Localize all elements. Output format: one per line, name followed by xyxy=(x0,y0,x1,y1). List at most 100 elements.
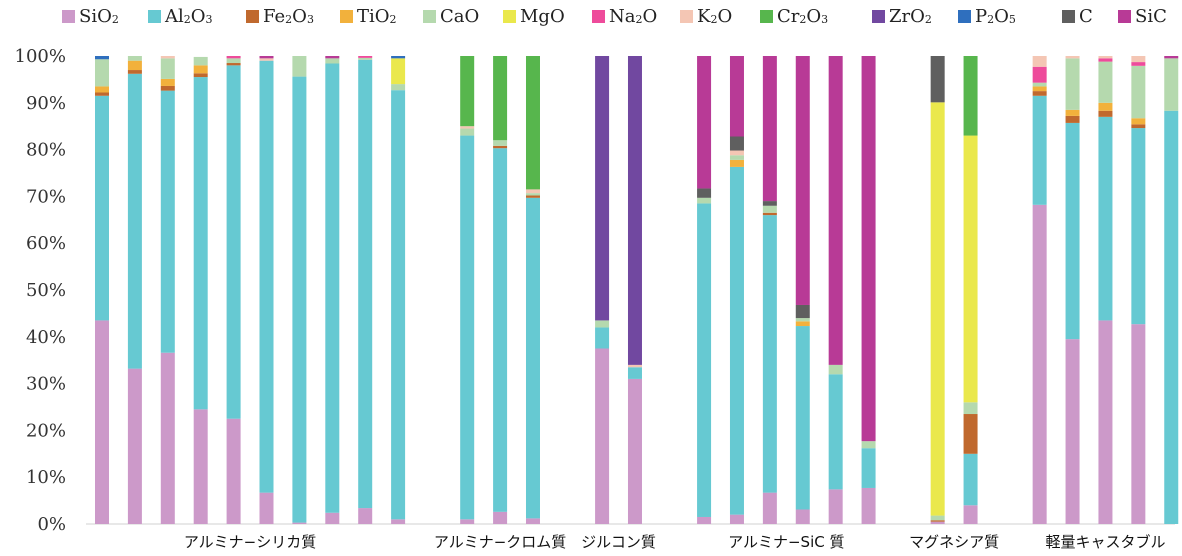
bar-segment-fe2o3 xyxy=(1032,91,1047,96)
legend-swatch xyxy=(423,10,436,23)
bar-segment-sio2 xyxy=(1131,324,1146,524)
bar-segment-al2o3 xyxy=(762,215,777,493)
legend-swatch xyxy=(872,10,885,23)
y-tick-label: 80% xyxy=(26,140,66,161)
bar-segment-k2o xyxy=(1032,56,1047,67)
bar-segment-al2o3 xyxy=(259,60,274,493)
bar-segment-c xyxy=(697,188,712,198)
bar-segment-na2o xyxy=(226,56,241,59)
bar-segment-fe2o3 xyxy=(226,63,241,66)
bar-segment-sio2 xyxy=(828,489,843,524)
bar-segment-cao xyxy=(861,441,876,449)
bar-segment-cao xyxy=(292,56,307,77)
bar-segment-al2o3 xyxy=(1131,128,1146,325)
bar-segment-tio2 xyxy=(127,60,142,71)
bar-segment-cao xyxy=(127,56,142,61)
bar-segment-sio2 xyxy=(861,487,876,524)
bar-segment-al2o3 xyxy=(1065,122,1080,340)
bar-segment-al2o3 xyxy=(391,90,406,520)
legend-label: SiO2 xyxy=(79,6,119,27)
bar-segment-p2o5 xyxy=(391,56,406,59)
bar-segment-cao xyxy=(1131,65,1146,119)
bar-segment-cao xyxy=(697,197,712,204)
bar-segment-cao xyxy=(358,57,373,60)
category-label: アルミナ−クロム質 xyxy=(434,533,566,551)
legend-label: ZrO2 xyxy=(889,6,932,27)
bar-segment-fe2o3 xyxy=(193,73,208,78)
bar-segment-sio2 xyxy=(460,519,475,524)
bar-segment-cao xyxy=(963,402,978,415)
category-label: アルミナ−SiC 質 xyxy=(728,533,844,551)
bar-segment-sio2 xyxy=(697,516,712,524)
y-tick-label: 10% xyxy=(26,467,66,488)
bar-segment-sio2 xyxy=(95,320,109,524)
bar-0-8 xyxy=(358,56,373,524)
bar-0-1 xyxy=(127,56,142,524)
bar-segment-al2o3 xyxy=(697,203,712,517)
bar-5-1 xyxy=(1065,56,1080,524)
legend-swatch xyxy=(503,10,516,23)
legend-label: Al2O3 xyxy=(165,6,213,27)
bar-segment-sio2 xyxy=(325,512,340,524)
bar-segment-cao xyxy=(762,205,777,213)
bar-segment-sio2 xyxy=(525,518,540,524)
bar-segment-cao xyxy=(160,58,175,79)
legend-item-na2o: Na2O xyxy=(592,6,657,27)
bar-segment-cao xyxy=(460,128,475,136)
bar-segment-cao xyxy=(729,155,744,160)
legend-swatch xyxy=(1118,10,1131,23)
bar-segment-cao xyxy=(828,364,843,375)
bar-segment-sio2 xyxy=(930,521,945,524)
bar-segment-c xyxy=(930,56,945,103)
bar-segment-tio2 xyxy=(1032,86,1047,92)
bar-segment-sic xyxy=(762,56,777,202)
legend-swatch xyxy=(592,10,605,23)
legend: SiO2 Al2O3 Fe2O3 TiO2 CaO MgO Na2O K2O Cr2O3 ZrO2… xyxy=(0,2,1182,34)
bar-segment-cao xyxy=(1164,58,1179,111)
legend-label: TiO2 xyxy=(357,6,397,27)
bar-segment-c xyxy=(795,304,810,319)
bar-3-5 xyxy=(861,56,876,524)
y-tick-label: 20% xyxy=(26,420,66,441)
legend-label: SiC xyxy=(1135,6,1167,27)
category-label: ジルコン質 xyxy=(581,533,656,551)
bar-segment-sio2 xyxy=(259,492,274,524)
legend-label: Cr2O3 xyxy=(777,6,829,27)
bar-segment-sic xyxy=(828,56,843,365)
bar-segment-cao xyxy=(930,515,945,521)
bar-segment-sio2 xyxy=(1065,339,1080,524)
bar-segment-al2o3 xyxy=(160,90,175,353)
bar-segment-tio2 xyxy=(1065,109,1080,116)
bar-3-4 xyxy=(828,56,843,524)
bar-segment-mgo xyxy=(391,58,406,85)
bar-2-0 xyxy=(595,56,610,524)
bar-segment-al2o3 xyxy=(963,453,978,506)
bar-5-0 xyxy=(1032,56,1047,524)
bar-segment-k2o xyxy=(1065,56,1080,59)
legend-label: Na2O xyxy=(609,6,658,27)
bar-segment-al2o3 xyxy=(193,77,208,410)
bar-0-2 xyxy=(160,56,175,524)
legend-item-zro2: ZrO2 xyxy=(872,6,932,27)
bar-segment-cao xyxy=(193,56,208,66)
y-tick-label: 30% xyxy=(26,374,66,395)
bar-segment-al2o3 xyxy=(525,197,540,519)
bar-segment-mgo xyxy=(963,135,978,403)
legend-item-p2o5: P2O5 xyxy=(958,6,1016,27)
bar-segment-fe2o3 xyxy=(127,70,142,74)
bar-segment-k2o xyxy=(627,364,642,368)
bar-segment-al2o3 xyxy=(861,448,876,488)
bar-segment-sic xyxy=(1164,56,1179,59)
bar-segment-cao xyxy=(1065,58,1080,110)
bar-segment-tio2 xyxy=(95,86,109,93)
bar-4-0 xyxy=(930,56,945,524)
legend-label: K2O xyxy=(697,6,733,27)
y-tick-label: 90% xyxy=(26,93,66,114)
bar-segment-cao xyxy=(325,58,340,64)
bar-segment-cr2o3 xyxy=(493,56,508,141)
bar-segment-fe2o3 xyxy=(1065,115,1080,123)
bar-segment-fe2o3 xyxy=(160,85,175,91)
y-tick-label: 0% xyxy=(37,514,66,535)
bar-segment-cr2o3 xyxy=(460,56,475,127)
legend-item-sio2: SiO2 xyxy=(62,6,119,27)
